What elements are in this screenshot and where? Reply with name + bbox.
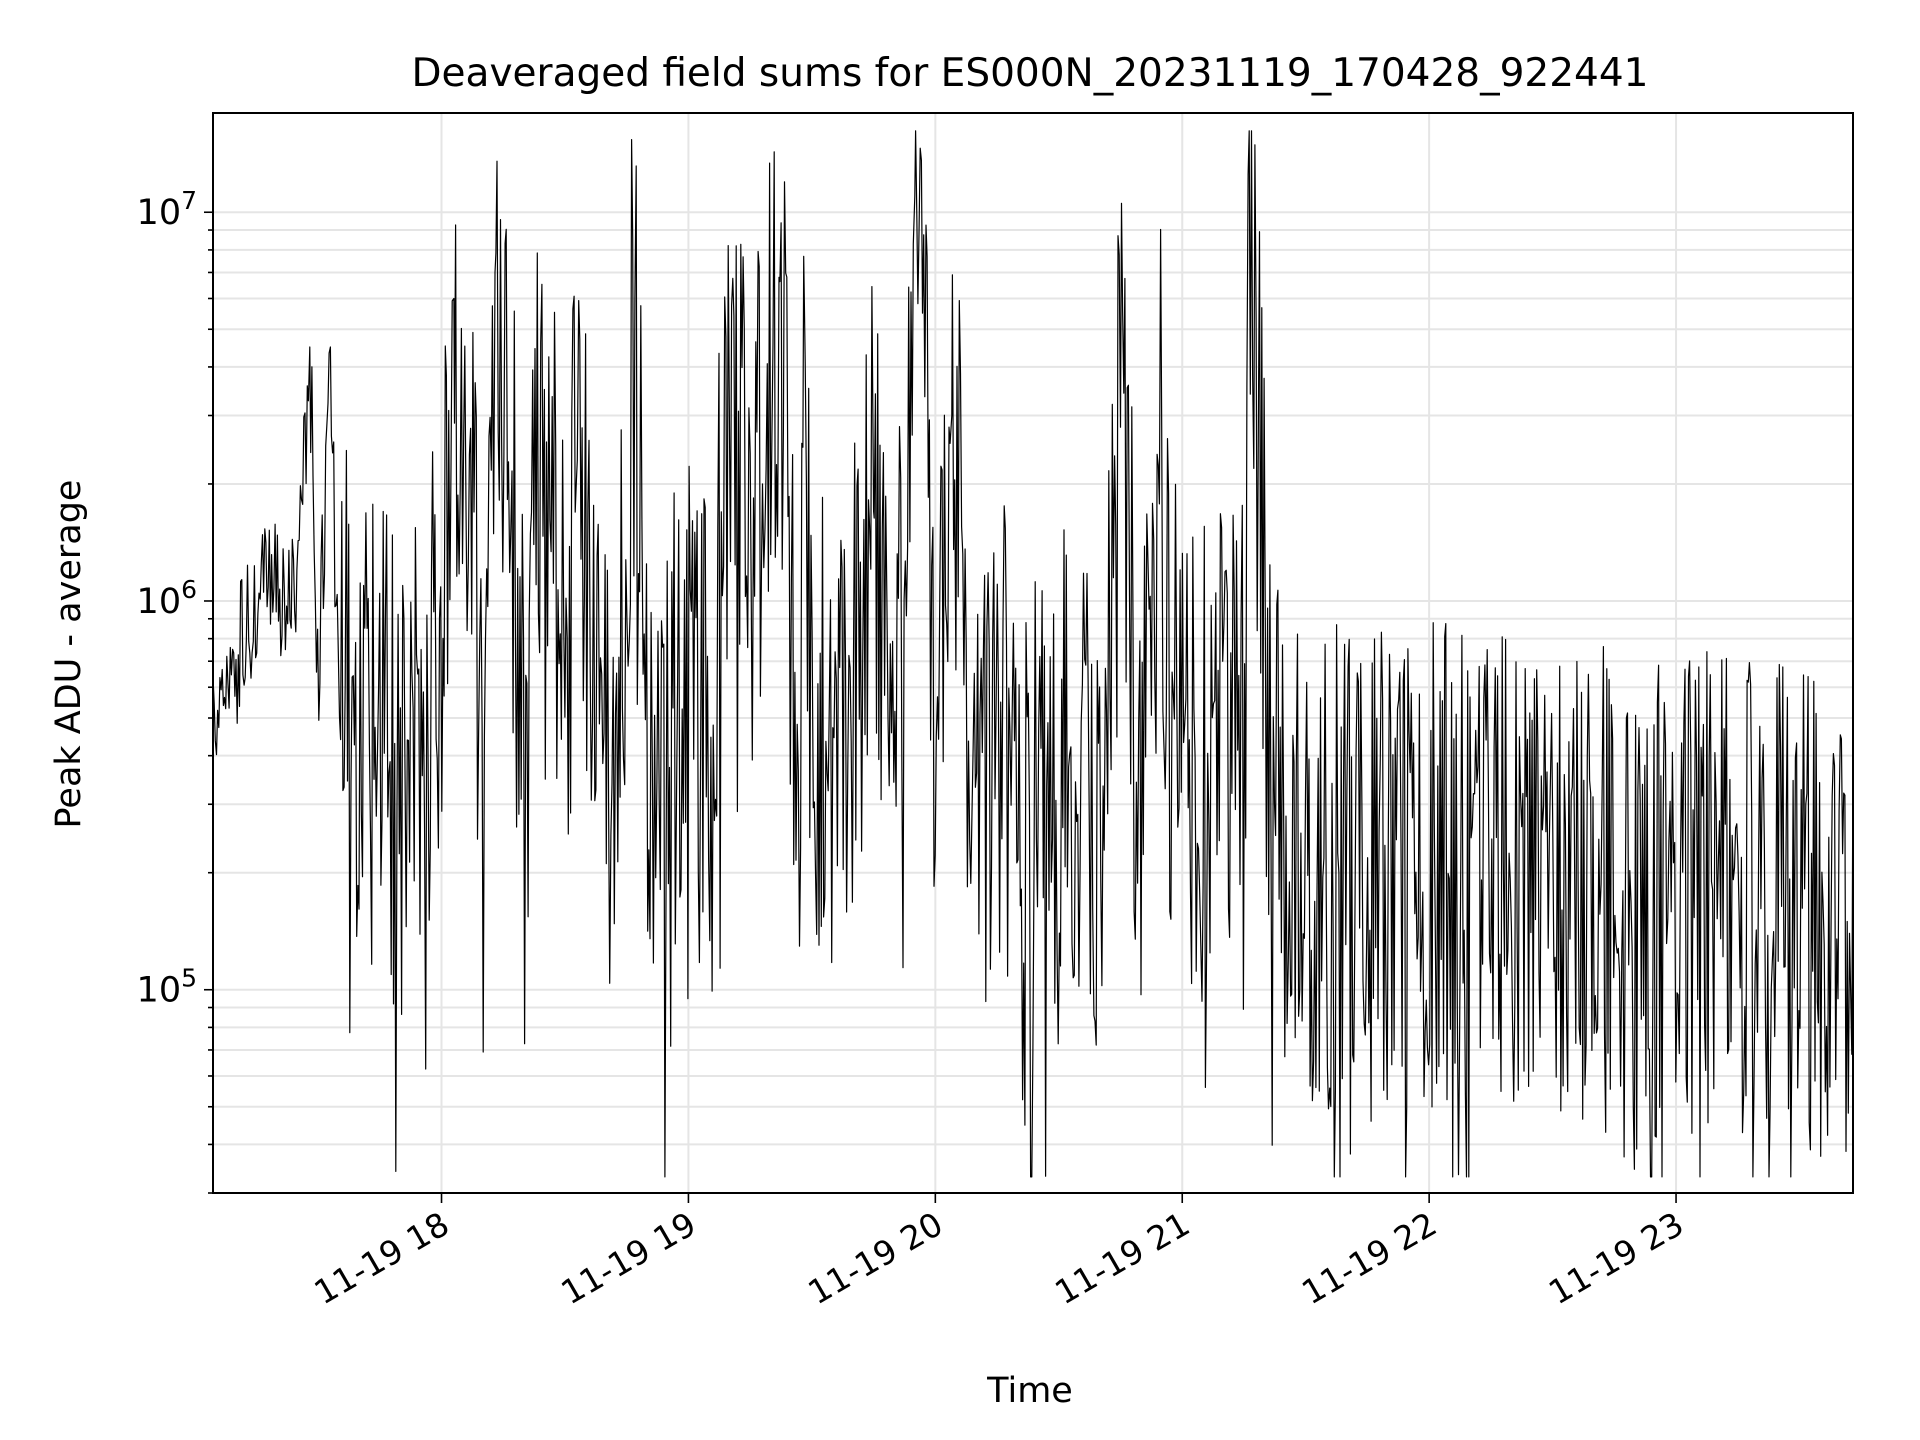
y-tick-label: 105 — [137, 964, 197, 1011]
y-axis-label: Peak ADU - average — [49, 480, 89, 829]
data-series — [212, 130, 1854, 1178]
plot-frame — [212, 112, 1854, 1194]
series-line — [212, 130, 1854, 1178]
y-tick-label: 107 — [137, 186, 197, 233]
y-tick-label: 106 — [137, 575, 197, 622]
chart-title: Deaveraged field sums for ES000N_2023111… — [412, 51, 1649, 96]
grid — [213, 113, 1853, 1194]
x-axis-label: Time — [986, 1371, 1073, 1411]
